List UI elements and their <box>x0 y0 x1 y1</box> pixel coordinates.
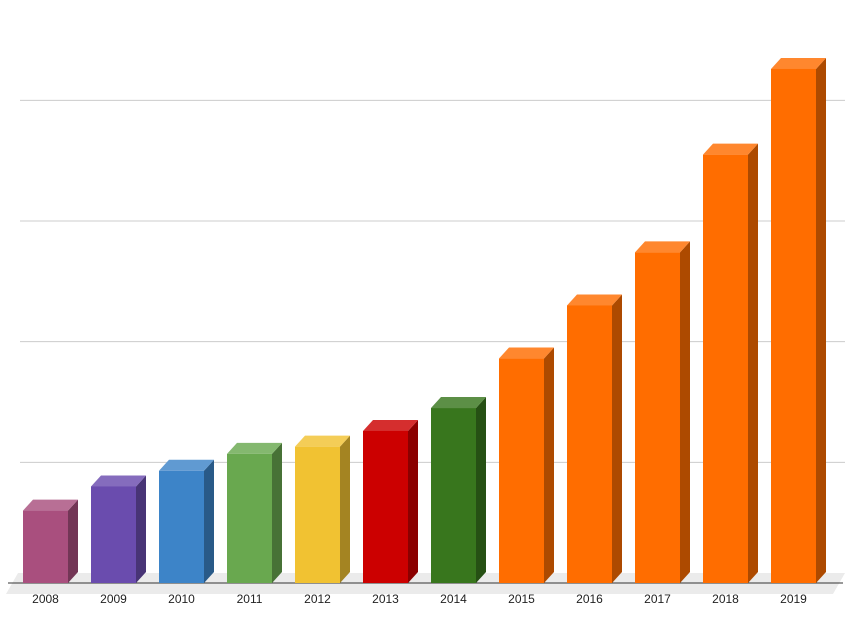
x-tick-label: 2016 <box>576 592 603 606</box>
x-tick-label: 2015 <box>508 592 535 606</box>
bar-2013 <box>363 419 418 583</box>
bar-front-face <box>363 430 408 583</box>
bar-side-face <box>476 397 486 583</box>
x-tick-label: 2014 <box>440 592 467 606</box>
bar-top-face <box>431 397 486 409</box>
x-tick-label: 2012 <box>304 592 331 606</box>
bar-front-face <box>499 358 544 583</box>
bar-front-face <box>295 446 340 583</box>
bar-top-face <box>23 499 78 511</box>
bar-front-face <box>159 470 204 583</box>
bar-2016 <box>567 294 622 583</box>
x-tick-label: 2009 <box>100 592 127 606</box>
bar-top-face <box>227 442 282 454</box>
bar-front-face <box>771 68 816 583</box>
x-tick-label: 2018 <box>712 592 739 606</box>
bar-2008 <box>23 499 78 583</box>
bar-top-face <box>771 57 826 69</box>
bar-top-face <box>363 419 418 431</box>
bar-top-face <box>499 347 554 359</box>
x-axis-tick-labels: 2008 2009 2010 2011 2012 2013 2014 2015 2016 2017… <box>32 592 807 606</box>
bar-2014 <box>431 397 486 583</box>
bar-front-face <box>91 486 136 583</box>
bar-side-face <box>136 475 146 583</box>
bar-2009 <box>91 475 146 583</box>
x-tick-label: 2017 <box>644 592 671 606</box>
bar-side-face <box>204 459 214 583</box>
bar-2011 <box>227 442 282 583</box>
bar-side-face <box>408 419 418 583</box>
bar-side-face <box>680 241 690 583</box>
bar-2015 <box>499 347 554 583</box>
bar-2018 <box>703 143 758 583</box>
bar-front-face <box>23 510 68 583</box>
x-tick-label: 2019 <box>780 592 807 606</box>
bar-2017 <box>635 241 690 583</box>
x-tick-label: 2013 <box>372 592 399 606</box>
bars <box>23 57 826 583</box>
x-tick-label: 2008 <box>32 592 59 606</box>
bar-top-face <box>295 435 350 447</box>
bar-side-face <box>272 442 282 583</box>
bar-top-face <box>159 459 214 471</box>
bar-side-face <box>612 294 622 583</box>
bar-2010 <box>159 459 214 583</box>
bar-2012 <box>295 435 350 583</box>
bar-front-face <box>703 154 748 583</box>
bar-side-face <box>68 499 78 583</box>
x-tick-label: 2010 <box>168 592 195 606</box>
bar-side-face <box>340 435 350 583</box>
bar-top-face <box>635 241 690 253</box>
bar-front-face <box>567 305 612 583</box>
bar-front-face <box>431 408 476 583</box>
bar-front-face <box>635 252 680 583</box>
bar-top-face <box>567 294 622 306</box>
bar-side-face <box>544 347 554 583</box>
bar-top-face <box>703 143 758 155</box>
x-tick-label: 2011 <box>237 592 263 606</box>
bar-front-face <box>227 453 272 583</box>
bar-side-face <box>816 57 826 583</box>
bar-side-face <box>748 143 758 583</box>
bar-2019 <box>771 57 826 583</box>
bar-top-face <box>91 475 146 487</box>
